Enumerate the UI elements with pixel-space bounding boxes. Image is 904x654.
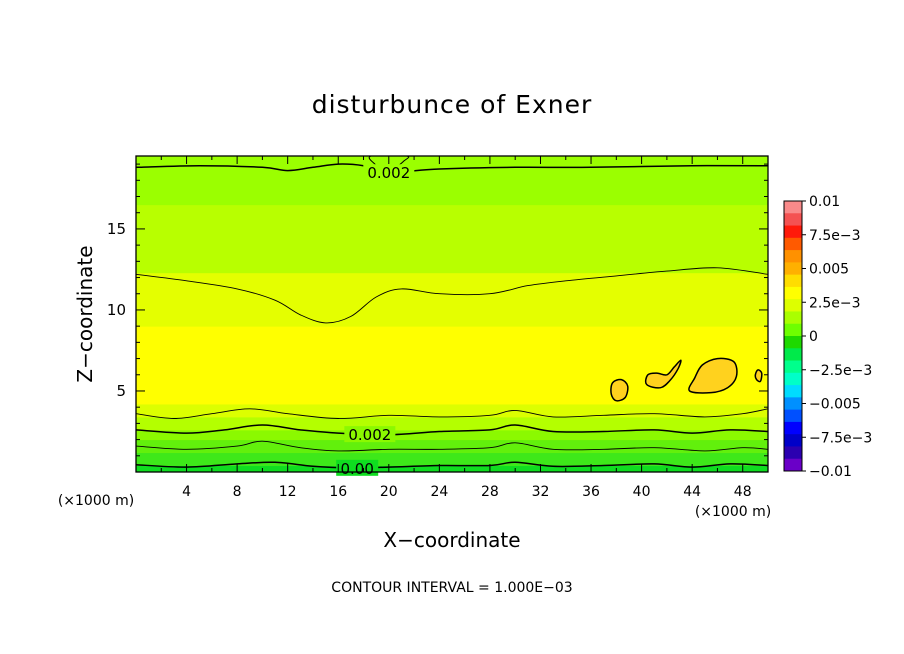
x-tick-label: 48 bbox=[734, 484, 752, 500]
contour-label: 0.002 bbox=[348, 426, 391, 444]
y-tick-label: 5 bbox=[116, 382, 126, 400]
x-tick-label: 12 bbox=[279, 484, 297, 500]
x-tick-label: 16 bbox=[329, 484, 347, 500]
colorbar-cells bbox=[784, 201, 802, 472]
colorbar-label: −7.5e−3 bbox=[809, 430, 872, 446]
colorbar-cell bbox=[784, 458, 802, 472]
colorbar-label: 0 bbox=[809, 329, 818, 345]
x-tick-label: 32 bbox=[532, 484, 550, 500]
color-bands bbox=[136, 156, 768, 472]
color-band bbox=[136, 156, 768, 206]
color-band bbox=[136, 429, 768, 441]
contour-label: 0.00 bbox=[340, 460, 373, 478]
colorbar-cell bbox=[784, 385, 802, 398]
colorbar-cell bbox=[784, 237, 802, 251]
colorbar: 0.01 7.5e−3 0.005 2.5e−3 0 −2.5e−3 −0.005 −7.5e… bbox=[783, 194, 872, 480]
colorbar-cell bbox=[784, 213, 802, 226]
contour-label-bg bbox=[363, 164, 415, 181]
closed-contour bbox=[754, 369, 763, 383]
x-tick-label: 28 bbox=[481, 484, 499, 500]
x-tick-label: 8 bbox=[233, 484, 242, 500]
colorbar-cell bbox=[784, 262, 802, 276]
colorbar-cell bbox=[784, 299, 802, 312]
plot-frame bbox=[135, 155, 769, 473]
contour-line bbox=[136, 408, 768, 419]
color-patch bbox=[610, 379, 628, 401]
color-band bbox=[136, 465, 768, 472]
contour-line bbox=[136, 424, 768, 436]
colorbar-cell bbox=[784, 336, 802, 349]
colorbar-labels: 0.01 7.5e−3 0.005 2.5e−3 0 −2.5e−3 −0.005 −7.5e… bbox=[802, 194, 872, 480]
x-tick-label: 40 bbox=[633, 484, 651, 500]
colorbar-cell bbox=[784, 286, 802, 300]
colorbar-cell bbox=[784, 250, 802, 263]
contour-line bbox=[136, 461, 768, 469]
contour-interval-note: CONTOUR INTERVAL = 1.000E−03 bbox=[331, 580, 572, 596]
colorbar-cell bbox=[784, 348, 802, 361]
colorbar-cell bbox=[784, 360, 802, 374]
colorbar-label: −2.5e−3 bbox=[809, 363, 872, 379]
contour-labels: 0.002 0.002 0.00 bbox=[336, 164, 415, 478]
x-axis-ticks: 4 8 12 16 20 24 28 32 36 40 44 48 bbox=[160, 156, 769, 500]
contour-line bbox=[136, 440, 768, 452]
y-axis-label: Z−coordinate bbox=[73, 245, 97, 382]
color-patch bbox=[645, 360, 681, 388]
colorbar-cell bbox=[784, 421, 802, 435]
colorbar-label: 0.01 bbox=[809, 194, 840, 210]
colorbar-cell bbox=[784, 274, 802, 288]
colorbar-label: 7.5e−3 bbox=[809, 228, 861, 244]
color-band bbox=[136, 452, 768, 467]
colorbar-cell bbox=[784, 311, 802, 325]
chart-title: disturbunce of Exner bbox=[312, 90, 593, 119]
color-band bbox=[136, 416, 768, 431]
x-tick-label: 20 bbox=[380, 484, 398, 500]
colorbar-label: −0.01 bbox=[809, 464, 852, 480]
color-band bbox=[136, 272, 768, 327]
x-unit-left: (×1000 m) bbox=[58, 493, 134, 509]
colorbar-cell bbox=[784, 446, 802, 460]
closed-contour bbox=[688, 357, 738, 394]
colorbar-label: −0.005 bbox=[809, 397, 861, 413]
colorbar-cell bbox=[784, 372, 802, 386]
color-band bbox=[136, 439, 768, 454]
color-patch bbox=[755, 369, 762, 382]
colorbar-cell bbox=[784, 434, 802, 447]
y-axis-ticks: 5 10 15 bbox=[107, 163, 768, 457]
closed-contour bbox=[610, 378, 629, 402]
x-tick-label: 44 bbox=[683, 484, 701, 500]
contour-line bbox=[136, 267, 768, 324]
x-tick-label: 4 bbox=[182, 484, 191, 500]
x-tick-label: 24 bbox=[430, 484, 448, 500]
x-tick-label: 36 bbox=[582, 484, 600, 500]
colorbar-cell bbox=[784, 201, 802, 214]
x-unit-right: (×1000 m) bbox=[695, 504, 771, 520]
colorbar-cell bbox=[784, 225, 802, 239]
colorbar-cell bbox=[784, 323, 802, 337]
contour-label: 0.002 bbox=[367, 164, 410, 182]
y-tick-label: 10 bbox=[107, 301, 126, 319]
color-band bbox=[136, 326, 768, 405]
colorbar-cell bbox=[784, 397, 802, 411]
color-band bbox=[136, 204, 768, 274]
colorbar-label: 2.5e−3 bbox=[809, 295, 861, 311]
y-tick-label: 15 bbox=[107, 220, 126, 238]
colorbar-label: 0.005 bbox=[809, 262, 849, 278]
contour-label-bg bbox=[344, 426, 396, 443]
x-axis-label: X−coordinate bbox=[383, 528, 520, 552]
colorbar-cell bbox=[784, 409, 802, 423]
closed-contour bbox=[644, 359, 682, 389]
